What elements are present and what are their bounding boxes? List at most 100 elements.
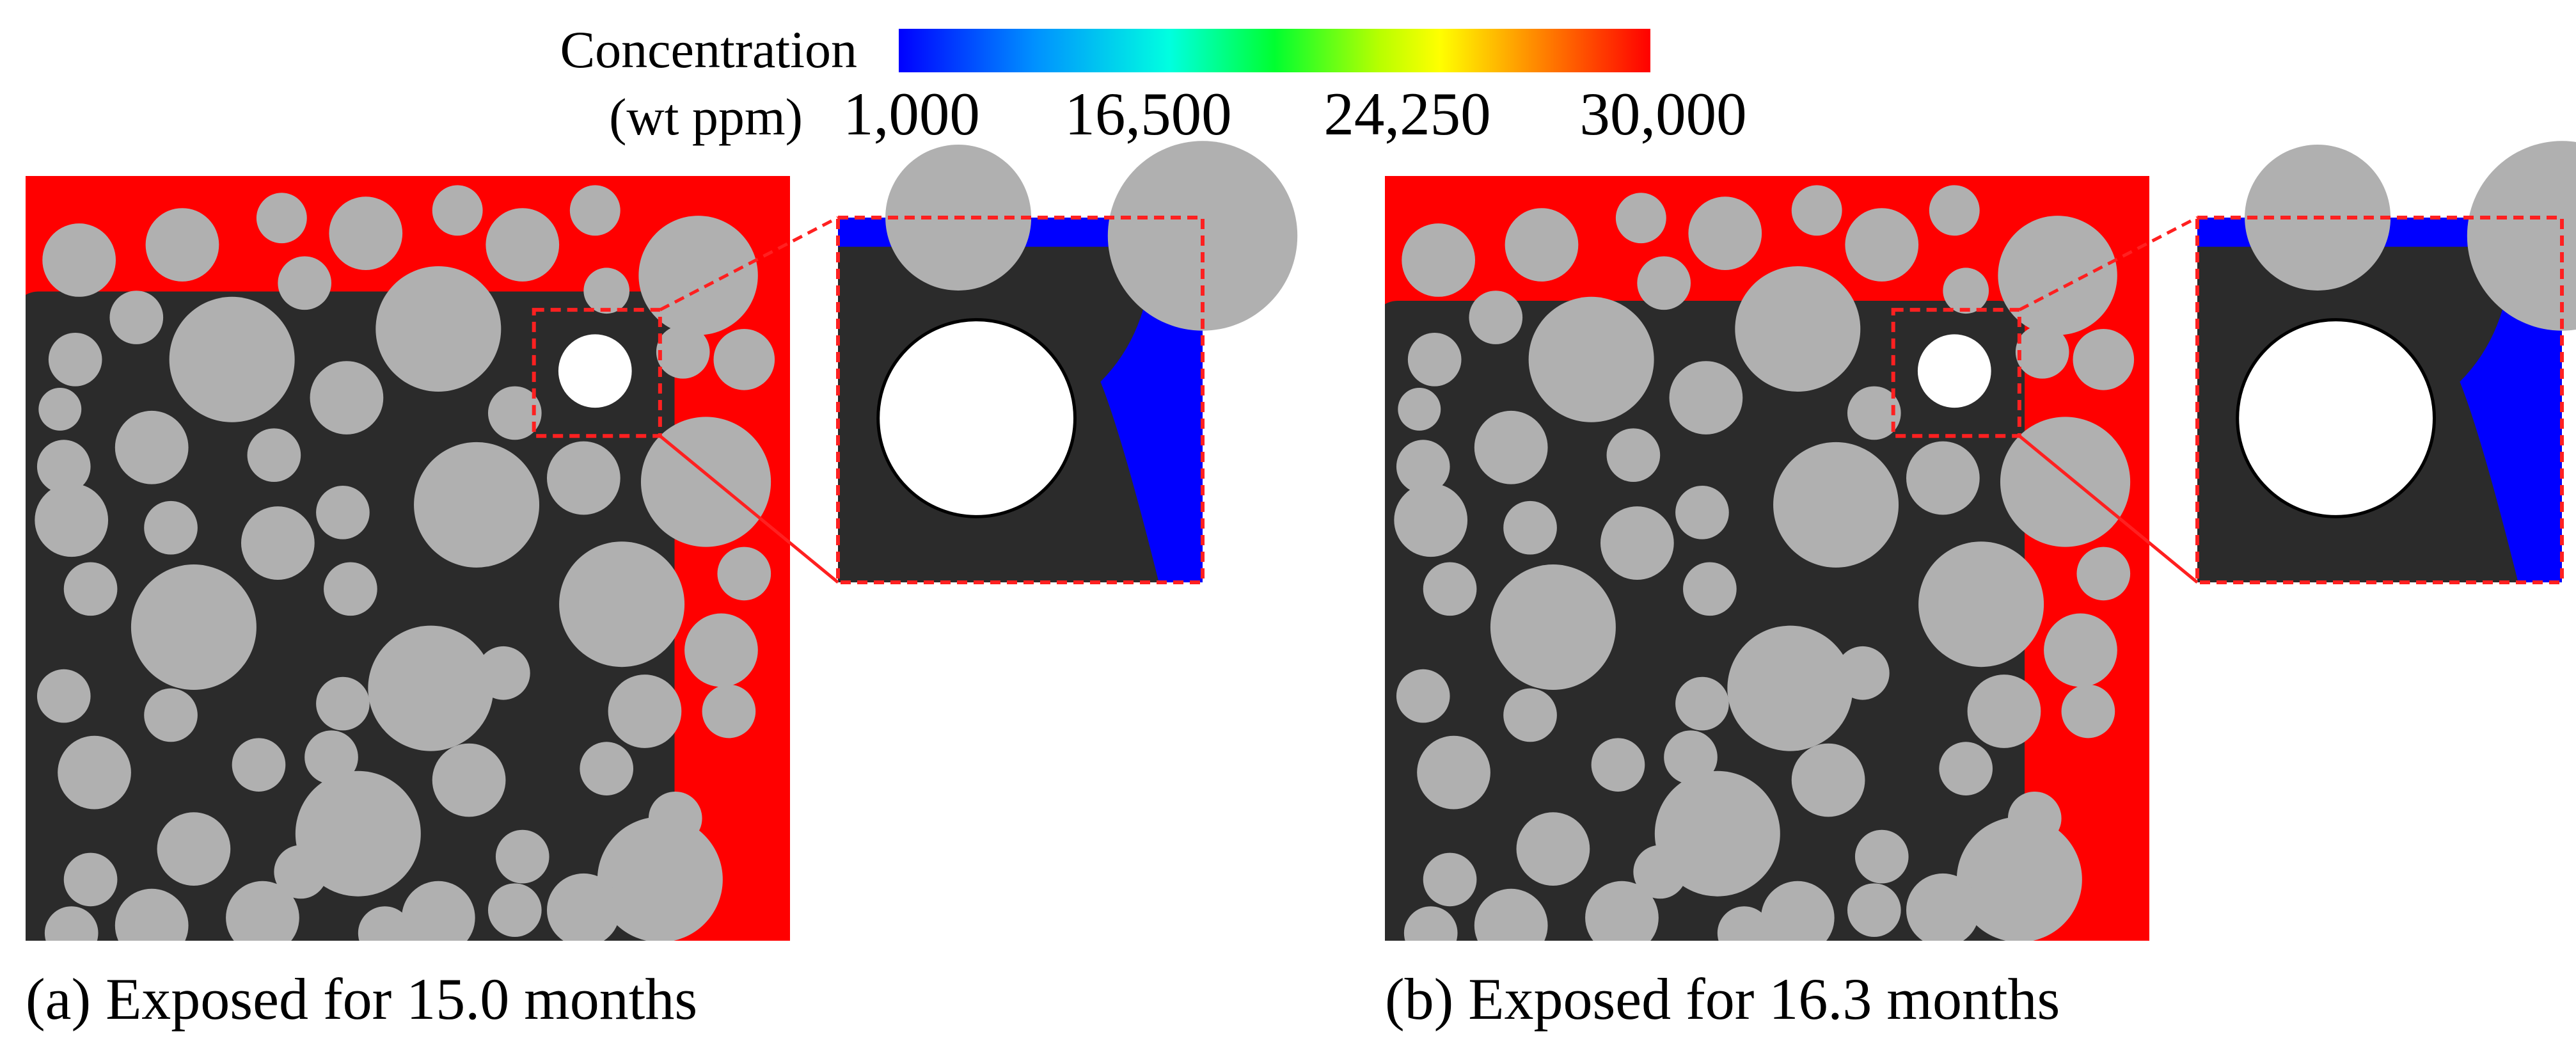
aggregate	[324, 562, 377, 616]
aggregate	[310, 361, 384, 435]
aggregate	[1760, 881, 1835, 941]
aggregate	[1956, 817, 2082, 941]
aggregate	[316, 485, 370, 539]
aggregate	[1967, 675, 2041, 748]
aggregate	[559, 541, 685, 667]
aggregate	[580, 742, 634, 795]
aggregate	[713, 329, 775, 390]
legend: Concentration (wt ppm) 1,000 16,500 24,2…	[560, 20, 1746, 148]
panel-a: (a) Exposed for 15.0 months	[26, 141, 1298, 1032]
aggregate	[1929, 185, 1980, 236]
aggregate	[1943, 267, 1989, 314]
aggregate	[1490, 564, 1616, 691]
aggregate	[2061, 684, 2115, 739]
aggregate	[1396, 669, 1450, 723]
aggregate	[1939, 742, 1993, 795]
aggregate	[414, 442, 540, 568]
aggregate	[1600, 506, 1674, 580]
legend-tick-2: 16,500	[1064, 80, 1231, 148]
exposed-edge-right	[2143, 176, 2149, 941]
exposed-edge-right	[784, 176, 790, 941]
aggregate	[1854, 829, 1909, 884]
aggregate	[63, 852, 118, 907]
aggregate	[329, 196, 403, 270]
aggregate	[157, 812, 231, 886]
aggregate	[1664, 730, 1718, 785]
aggregate	[1474, 410, 1548, 484]
zoom-connector	[659, 435, 839, 584]
aggregate	[608, 675, 682, 748]
aggregate	[144, 500, 198, 555]
aggregate	[115, 410, 189, 484]
aggregate	[63, 562, 118, 616]
aggregate	[2044, 613, 2117, 687]
aggregate	[169, 296, 295, 422]
zoom-inset-pore	[2236, 318, 2437, 518]
aggregate	[2076, 547, 2131, 601]
aggregate	[304, 730, 358, 785]
aggregate	[656, 325, 710, 379]
aggregate	[2073, 329, 2135, 390]
legend-colorbar	[899, 29, 1650, 72]
aggregate	[1727, 625, 1853, 751]
aggregate	[1683, 562, 1737, 616]
aggregate	[717, 547, 771, 601]
aggregate	[432, 185, 483, 236]
aggregate	[495, 829, 549, 884]
panel-b-caption: (b) Exposed for 16.3 months	[1385, 966, 2060, 1032]
aggregate	[1503, 688, 1557, 742]
exposed-edge-top	[26, 176, 790, 182]
aggregate	[1585, 881, 1659, 941]
aggregate	[1669, 361, 1743, 435]
aggregate	[1918, 541, 2044, 667]
aggregate	[638, 216, 758, 335]
aggregate	[1791, 185, 1842, 236]
zoom-source-box	[532, 308, 662, 438]
pore	[1917, 334, 1991, 408]
aggregate	[569, 185, 620, 236]
zoom-connector	[2018, 435, 2199, 584]
aggregate	[432, 743, 506, 817]
aggregate	[1847, 883, 1901, 938]
panel-b-zoom	[1891, 141, 2576, 584]
aggregate	[1528, 296, 1654, 422]
aggregate	[547, 873, 620, 941]
aggregate	[145, 208, 219, 282]
aggregate	[1675, 676, 1729, 731]
aggregate	[1998, 216, 2117, 335]
aggregate	[1654, 771, 1780, 897]
aggregate	[368, 625, 494, 751]
aggregate	[1516, 812, 1590, 886]
aggregate	[702, 684, 756, 739]
aggregate	[38, 388, 82, 431]
aggregate	[1417, 735, 1490, 810]
aggregate	[241, 506, 315, 580]
aggregate	[1791, 743, 1865, 817]
aggregate	[278, 256, 331, 310]
aggregate	[1606, 428, 1661, 482]
panel-b: (b) Exposed for 16.3 months	[1385, 141, 2576, 1032]
zoom-connector	[659, 216, 839, 312]
aggregate	[36, 440, 91, 493]
panel-a-zoom	[532, 141, 1298, 584]
aggregate	[115, 888, 189, 941]
aggregate	[583, 267, 630, 314]
aggregate	[1398, 388, 1441, 431]
zoom-inset-pore	[876, 318, 1077, 518]
aggregate	[358, 906, 412, 941]
aggregate	[1469, 291, 1523, 344]
panel-b-mesh	[1385, 176, 2149, 941]
aggregate	[316, 676, 370, 731]
aggregate	[375, 266, 502, 392]
aggregate	[130, 564, 257, 691]
exposed-edge-top	[1385, 176, 2149, 182]
aggregate	[1773, 442, 1899, 568]
zoom-inset-aggregate	[2467, 141, 2576, 331]
aggregate	[2015, 325, 2069, 379]
legend-tick-3: 24,250	[1324, 80, 1490, 148]
aggregate	[232, 738, 286, 792]
legend-title: Concentration	[560, 20, 857, 79]
zoom-source-box	[1891, 308, 2021, 438]
aggregate	[2000, 417, 2131, 547]
